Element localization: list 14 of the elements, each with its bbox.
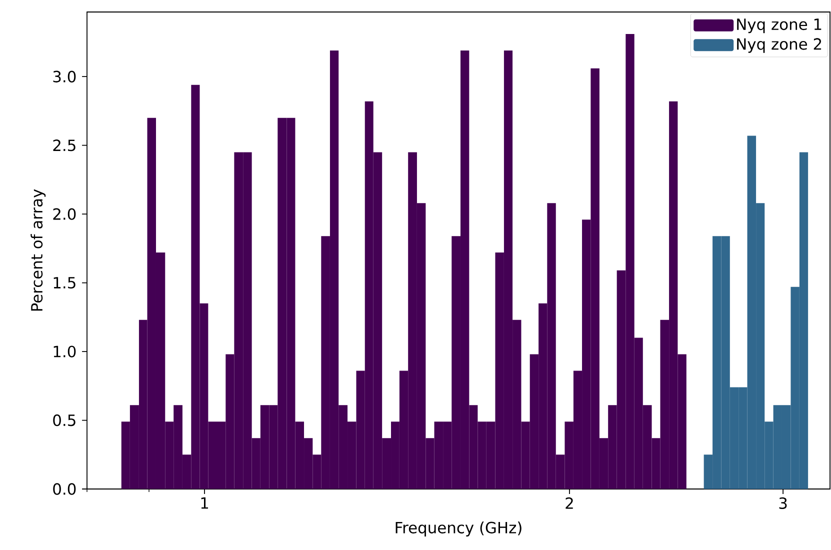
legend-label: Nyq zone 2	[737, 38, 822, 53]
y-tick-label: 1.0	[54, 346, 76, 358]
y-axis-title: Percent of array	[30, 189, 46, 311]
y-tick-label: 1.5	[54, 277, 76, 289]
x-tick-label: 3	[779, 497, 787, 510]
x-tick-label: 1	[201, 497, 208, 509]
y-tick-label: 2.5	[53, 140, 76, 152]
y-tick-label: 3.0	[53, 70, 76, 82]
y-tick-label: 0.5	[53, 414, 76, 426]
y-tick-label: 0.0	[53, 483, 76, 495]
x-tick-label: 2	[566, 497, 573, 509]
x-axis-title: Frequency (GHz)	[396, 522, 522, 536]
y-tick-label: 2.0	[53, 208, 76, 220]
legend-label: Nyq zone 1	[737, 18, 822, 34]
